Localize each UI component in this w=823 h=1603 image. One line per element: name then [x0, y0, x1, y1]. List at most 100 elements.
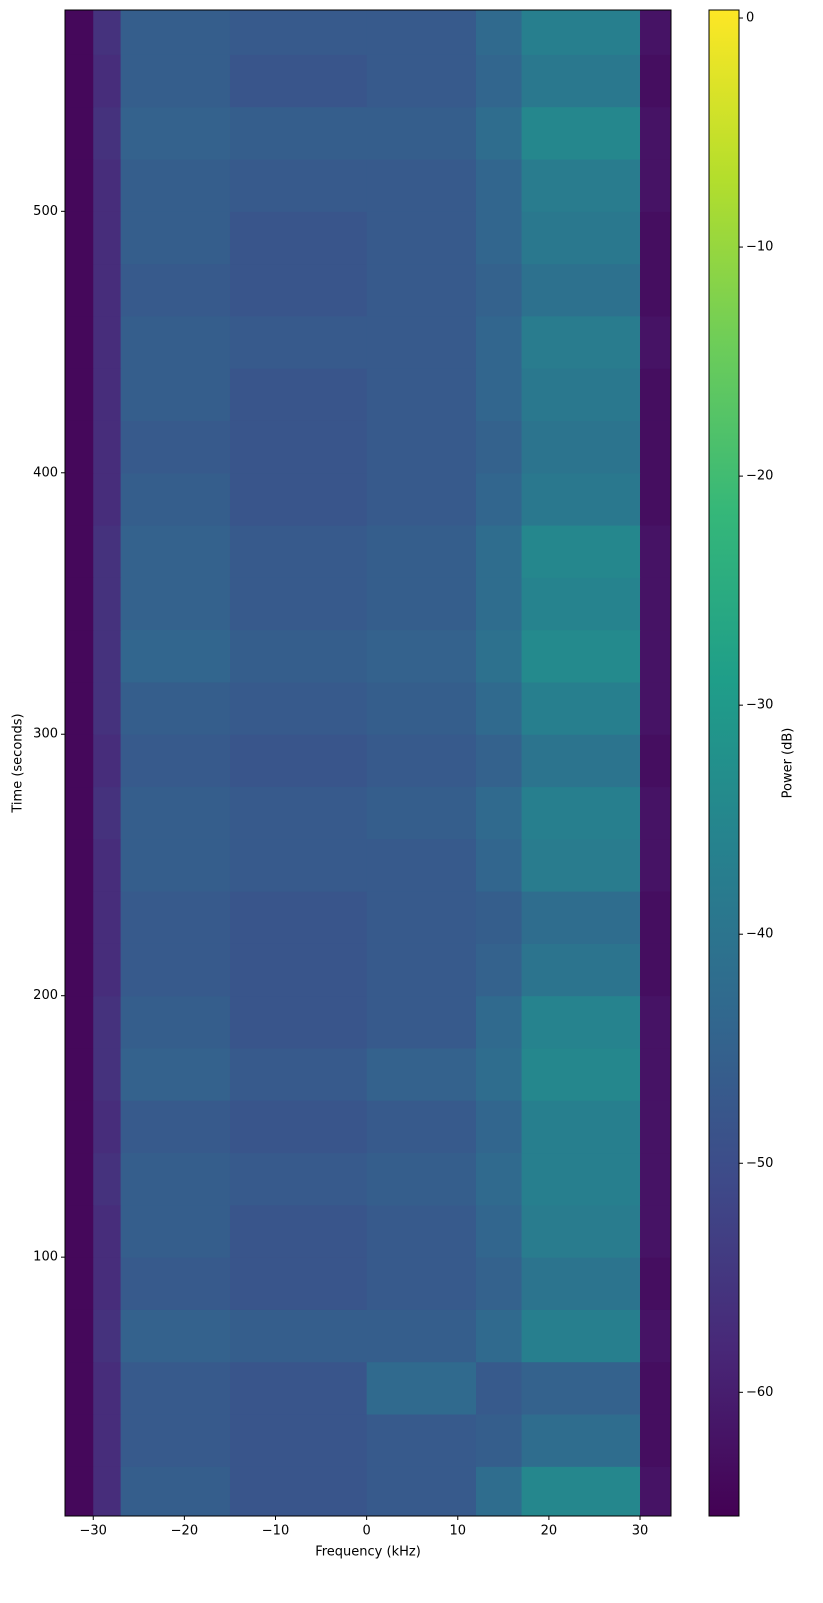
heatmap-cell	[65, 472, 94, 526]
heatmap-cell	[475, 891, 523, 944]
heatmap-cell	[120, 211, 231, 265]
heatmap-cell	[120, 943, 231, 997]
heatmap-cell	[65, 1257, 94, 1310]
x-tick-label: −30	[80, 1524, 107, 1539]
heatmap-cell	[521, 786, 641, 840]
heatmap-cell	[65, 786, 94, 840]
heatmap-cell	[120, 995, 231, 1049]
heatmap-cell	[366, 734, 477, 788]
heatmap-cell	[229, 681, 368, 735]
heatmap-cell	[475, 10, 523, 55]
heatmap-cell	[521, 159, 641, 212]
heatmap-cell	[640, 1204, 672, 1258]
heatmap-cell	[475, 159, 523, 212]
heatmap-cell	[93, 1466, 122, 1517]
heatmap-cell	[65, 629, 94, 683]
heatmap-cell	[120, 1414, 231, 1467]
heatmap-cell	[65, 10, 94, 55]
heatmap-cell	[120, 1257, 231, 1310]
heatmap-cell	[93, 368, 122, 421]
heatmap-cell	[229, 1152, 368, 1206]
heatmap-cell	[366, 943, 477, 997]
heatmap-cell	[521, 525, 641, 578]
heatmap-cell	[475, 734, 523, 788]
colorbar-tick-label: −30	[746, 698, 773, 713]
heatmap-cell	[521, 1361, 641, 1415]
heatmap-cell	[366, 10, 477, 55]
heatmap-cell	[640, 1047, 672, 1101]
heatmap-cell	[521, 1414, 641, 1467]
heatmap-cell	[366, 368, 477, 421]
heatmap-cell	[475, 786, 523, 840]
heatmap-cell	[93, 1204, 122, 1258]
heatmap-cell	[120, 1204, 231, 1258]
heatmap-cell	[640, 1466, 672, 1517]
x-axis-label: Frequency (kHz)	[315, 1545, 421, 1560]
heatmap-cell	[120, 786, 231, 840]
heatmap-cell	[93, 263, 122, 317]
heatmap-cell	[229, 420, 368, 474]
heatmap-cell	[65, 1309, 94, 1363]
heatmap-cell	[475, 577, 523, 631]
heatmap-cell	[366, 629, 477, 683]
heatmap-cell	[521, 1257, 641, 1310]
heatmap-cell	[65, 1047, 94, 1101]
heatmap-cell	[475, 1309, 523, 1363]
x-tick-label: 30	[632, 1524, 649, 1539]
heatmap-cell	[366, 472, 477, 526]
heatmap-cell	[640, 106, 672, 160]
heatmap-cell	[120, 577, 231, 631]
heatmap-cell	[366, 1047, 477, 1101]
y-tick-label: 100	[33, 1250, 58, 1265]
heatmap-cell	[366, 1100, 477, 1154]
heatmap-cell	[65, 106, 94, 160]
heatmap-cell	[120, 629, 231, 683]
heatmap-cell	[640, 995, 672, 1049]
heatmap-cell	[521, 211, 641, 265]
heatmap-cell	[640, 472, 672, 526]
x-tick-label: −20	[171, 1524, 198, 1539]
heatmap-cell	[475, 1257, 523, 1310]
heatmap-cell	[366, 1466, 477, 1517]
heatmap-cell	[93, 106, 122, 160]
heatmap-cell	[120, 1466, 231, 1517]
heatmap-cell	[65, 1204, 94, 1258]
heatmap-cell	[640, 681, 672, 735]
heatmap-cell	[366, 420, 477, 474]
heatmap-cell	[93, 891, 122, 944]
heatmap-cell	[475, 1204, 523, 1258]
y-axis-label: Time (seconds)	[11, 713, 26, 813]
axes-frame	[64, 9, 672, 1517]
heatmap-cell	[475, 420, 523, 474]
heatmap-cell	[65, 943, 94, 997]
heatmap-cell	[65, 211, 94, 265]
heatmap-cell	[475, 1466, 523, 1517]
heatmap-cell	[475, 525, 523, 578]
heatmap-cell	[93, 211, 122, 265]
heatmap-cell	[640, 838, 672, 892]
heatmap-cell	[521, 10, 641, 55]
heatmap-cell	[475, 211, 523, 265]
heatmap-cell	[120, 106, 231, 160]
heatmap-cell	[93, 159, 122, 212]
heatmap-cell	[640, 1100, 672, 1154]
heatmap-cell	[640, 1309, 672, 1363]
heatmap-cell	[366, 1204, 477, 1258]
heatmap-cell	[229, 995, 368, 1049]
heatmap-cell	[93, 1047, 122, 1101]
heatmap-cell	[475, 995, 523, 1049]
heatmap-cell	[93, 995, 122, 1049]
heatmap-cell	[93, 525, 122, 578]
heatmap-cell	[120, 263, 231, 317]
heatmap-cell	[229, 838, 368, 892]
heatmap-cell	[120, 891, 231, 944]
heatmap-cell	[93, 420, 122, 474]
heatmap-cell	[229, 1414, 368, 1467]
heatmap-cell	[93, 54, 122, 108]
heatmap-cell	[120, 420, 231, 474]
heatmap-cell	[229, 1100, 368, 1154]
heatmap-cell	[521, 681, 641, 735]
heatmap-cell	[640, 577, 672, 631]
heatmap-cell	[120, 838, 231, 892]
heatmap-cell	[229, 159, 368, 212]
